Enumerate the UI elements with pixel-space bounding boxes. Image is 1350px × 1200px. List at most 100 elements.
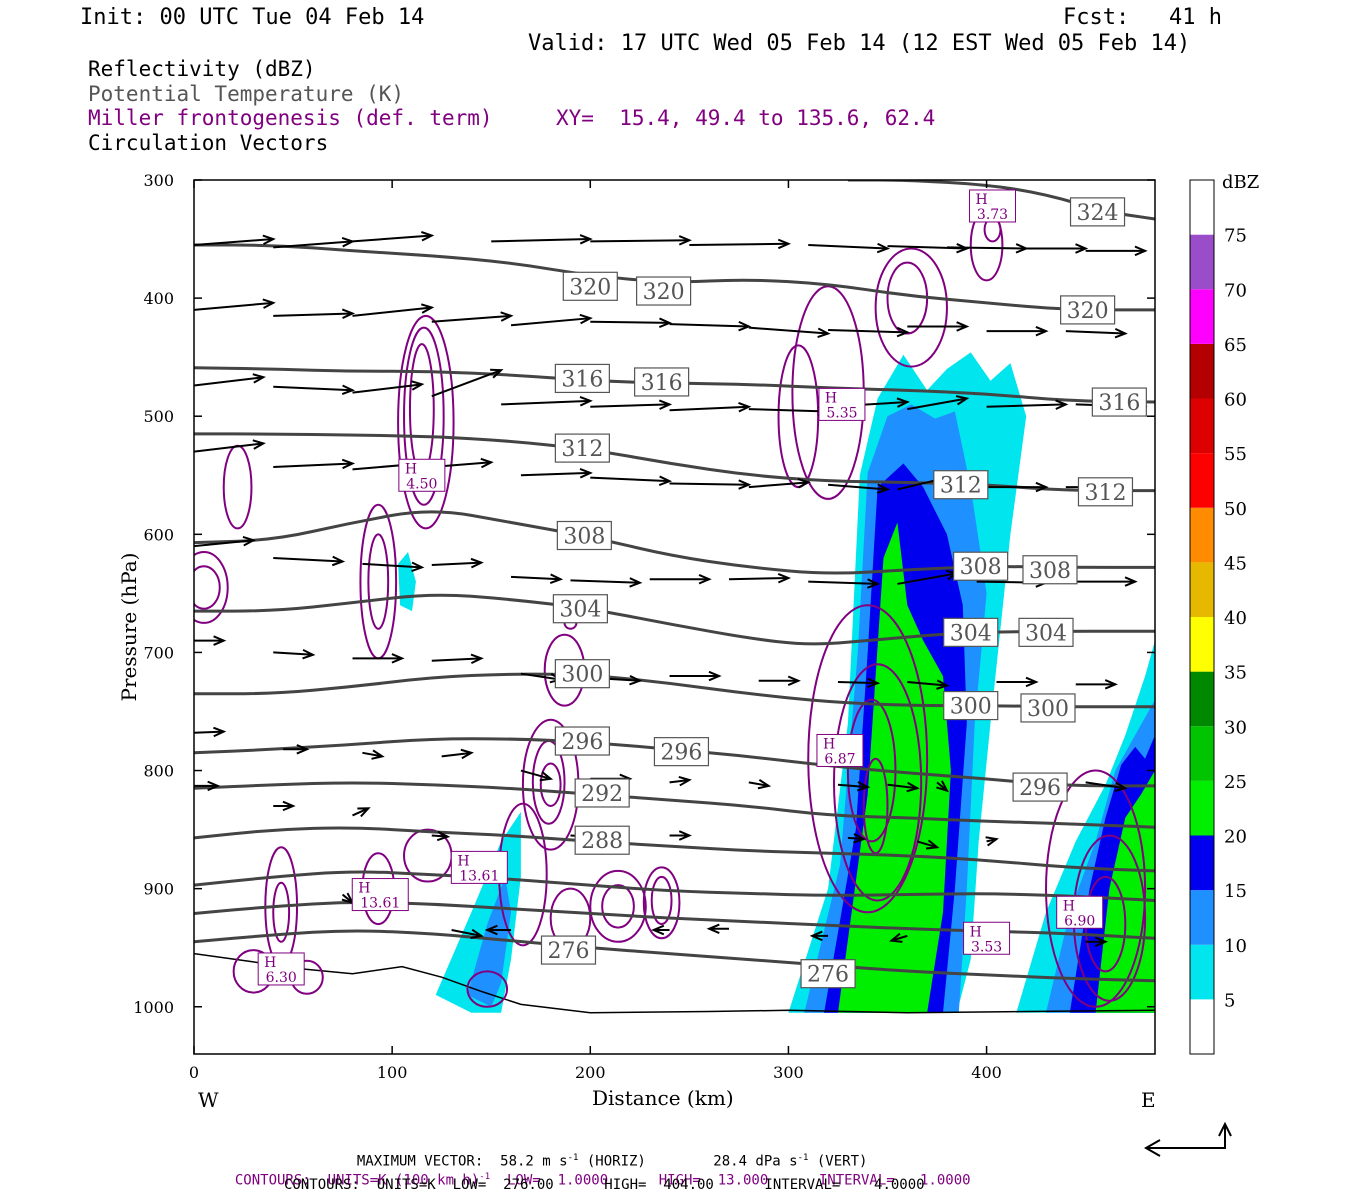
vector-head: [866, 677, 881, 689]
vector-head: [549, 573, 564, 584]
theta-label-text: 320: [1067, 299, 1109, 324]
frontogenesis-max-label: H5.35: [818, 387, 866, 421]
vector-shaft: [748, 481, 809, 489]
circulation-vector: [748, 405, 831, 417]
colorbar-label: 20: [1224, 827, 1247, 848]
theta-contour-284: [194, 870, 1155, 902]
theta-label: 324: [1069, 197, 1126, 227]
theta-label-box: [1018, 617, 1074, 647]
vector-head: [629, 675, 643, 686]
circulation-vector: [936, 780, 949, 793]
circulation-vector: [283, 744, 310, 755]
circulation-vector: [847, 833, 867, 844]
frontogenesis-max-label: H3.73: [969, 189, 1017, 223]
vector-head: [706, 923, 720, 935]
theta-label-text: 324: [1077, 201, 1119, 226]
vector-shaft: [451, 929, 482, 937]
circulation-vector: [273, 384, 356, 395]
theta-contour-288: [194, 826, 1155, 873]
theta-label: 288: [574, 825, 630, 855]
theta-label-box: [800, 959, 856, 989]
vector-head: [658, 317, 673, 328]
vector-head: [936, 780, 949, 793]
vector-head: [876, 242, 891, 254]
colorbar-segment: [1190, 780, 1214, 836]
footer-sup-3: -1: [479, 1172, 491, 1182]
circulation-vector: [273, 458, 356, 470]
circulation-vector: [590, 317, 673, 328]
vector-head: [1134, 245, 1148, 257]
x-tick-label: 300: [773, 1063, 804, 1082]
fronto-label-box: [351, 878, 409, 912]
circulation-vector: [194, 726, 227, 738]
legend-frontogenesis: Miller frontogenesis (def. term): [88, 106, 493, 130]
theta-label-text: 276: [547, 939, 589, 964]
vector-shaft: [748, 326, 829, 335]
circulation-vector: [986, 399, 1069, 410]
vector-head: [539, 771, 554, 782]
colorbar-label: 55: [1224, 444, 1247, 465]
vector-shaft: [907, 397, 967, 411]
vector-head: [738, 320, 752, 332]
reflectivity-area: [1095, 770, 1155, 1013]
theta-label: 312: [554, 433, 610, 463]
vector-shaft: [827, 483, 888, 491]
colorbar-segment: [1190, 890, 1214, 945]
vector-shaft: [689, 242, 789, 246]
theta-label: 304: [943, 617, 999, 647]
vector-head: [738, 402, 752, 413]
fronto-label-box: [257, 952, 305, 986]
x-axis-east-label: E: [1141, 1088, 1156, 1112]
vector-head: [391, 653, 405, 664]
colorbar-segment: [1190, 944, 1214, 1000]
circulation-vector: [889, 932, 908, 943]
vector-head: [282, 800, 296, 812]
fronto-label-h: H: [970, 924, 982, 940]
y-tick-label: 1000: [133, 998, 174, 1017]
circulation-vector: [273, 800, 296, 812]
colorbar-label: 35: [1224, 663, 1247, 684]
fronto-label-h: H: [823, 736, 835, 752]
footer-sup-1: -1: [567, 1153, 579, 1163]
frontogenesis-max-label: H6.90: [1056, 895, 1104, 929]
colorbar-label: 65: [1224, 335, 1247, 356]
vector-head: [579, 234, 593, 245]
fronto-label-h: H: [264, 955, 276, 971]
vector-shaft: [748, 408, 829, 413]
circulation-vector: [194, 298, 276, 311]
vector-head: [809, 930, 823, 942]
theta-label-text: 300: [1027, 697, 1069, 722]
circulation-vector: [1085, 781, 1128, 792]
vector-shaft: [362, 751, 383, 758]
vector-shaft: [897, 572, 958, 585]
vector-shaft: [520, 769, 551, 780]
frontogenesis-contour: [650, 875, 673, 926]
vector-shaft: [194, 238, 274, 246]
theta-contour-280: [194, 900, 1155, 940]
theta-label: 308: [556, 520, 612, 551]
circulation-vector: [590, 475, 673, 486]
colorbar-segment: [1190, 999, 1214, 1054]
reference-vector-icon: [1143, 1121, 1232, 1157]
vector-head: [708, 670, 722, 682]
vector-head: [1035, 481, 1049, 493]
frontogenesis-contour: [403, 326, 445, 506]
theta-contour-320: [194, 243, 1155, 312]
theta-label-text: 288: [581, 829, 623, 854]
circulation-vector: [510, 313, 593, 327]
circulation-vector: [706, 923, 729, 935]
theta-label-text: 300: [561, 663, 603, 688]
vector-head: [500, 311, 514, 322]
legend-vectors: Circulation Vectors: [88, 131, 329, 155]
circulation-vector: [669, 830, 692, 841]
frontogenesis-contour: [833, 663, 923, 902]
theta-label-text: 308: [1029, 559, 1071, 584]
x-tick-label: 400: [971, 1063, 1002, 1082]
theta-label-text: 320: [569, 275, 611, 300]
theta-label: 320: [636, 276, 692, 306]
footer-contours-fronto: CONTOURS: UNITS=K (100 km h)-1 LOW= 1.00…: [218, 1159, 971, 1188]
vector-head: [480, 457, 494, 469]
vector-shaft: [570, 579, 640, 584]
theta-label-box: [552, 594, 608, 624]
